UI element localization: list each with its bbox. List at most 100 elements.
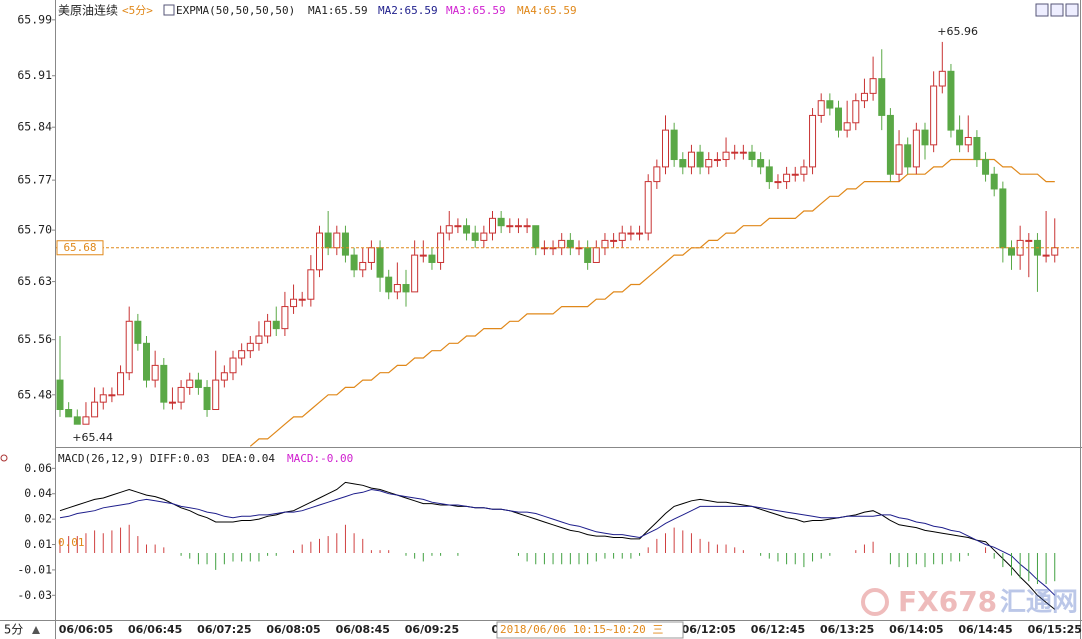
watermark-text: 汇通网 (1000, 588, 1078, 618)
candle-body (143, 342, 150, 381)
last-price-box (56, 240, 104, 256)
x-tick-label: 06/13:25 (820, 623, 874, 636)
candle-body (679, 159, 687, 168)
candle-body (757, 159, 765, 168)
candle-body (229, 357, 237, 374)
candle-body (566, 239, 574, 249)
candle-body (662, 129, 669, 168)
legend-entry: MACD:-0.00 (287, 452, 353, 465)
candle-body (670, 129, 678, 161)
candle-body (687, 151, 695, 168)
scroll-arrow[interactable] (32, 626, 40, 634)
legend-entry: MA2:65.59 (378, 4, 438, 17)
candle-body (636, 232, 644, 235)
candle-body (350, 254, 358, 271)
legend-entry: MA3:65.59 (446, 4, 506, 17)
x-tick-label: 06/12:05 (682, 623, 736, 636)
candle-body (359, 261, 367, 271)
period-button[interactable]: 5分 (4, 623, 23, 637)
chart-title: 美原油连续 (58, 3, 118, 18)
settings-icon[interactable] (0, 454, 8, 462)
annotation: +65.44 (72, 431, 113, 444)
candle-body (895, 144, 903, 175)
candle-body (316, 232, 323, 271)
candle-body (480, 232, 488, 241)
candle-body (393, 284, 401, 293)
candle-body (463, 225, 471, 234)
candle-body (168, 401, 176, 404)
last-price-label: 65.68 (63, 241, 96, 254)
candle-body (108, 394, 116, 397)
crosshair-box (496, 621, 684, 639)
y-tick-label: 0.01 (24, 537, 52, 551)
candle-body (878, 78, 886, 116)
y-tick-label: 65.91 (17, 68, 52, 82)
candle-body (514, 225, 522, 228)
candle-body (835, 107, 842, 131)
candle-body (82, 416, 90, 425)
candle-body (601, 239, 609, 249)
window-buttons[interactable] (1035, 3, 1079, 17)
candle-body (419, 254, 427, 257)
candle-body (644, 181, 652, 234)
candle-body (618, 232, 626, 241)
candle-body (186, 379, 194, 388)
y-tick-label: 0.04 (24, 486, 52, 500)
chart-subtitle: <5分> (122, 4, 153, 17)
watermark-text: FX678 (898, 585, 997, 618)
candle-body (696, 151, 704, 168)
candle-body (160, 364, 168, 403)
candle-body (212, 379, 220, 411)
button[interactable] (1050, 3, 1064, 17)
candle-body (1051, 247, 1059, 256)
chart-title: MACD(26,12,9) (58, 452, 144, 465)
candle-body (610, 239, 618, 242)
candle-body (860, 92, 868, 102)
candle-body (722, 151, 730, 161)
candle-body (627, 232, 635, 235)
button[interactable] (1065, 3, 1079, 17)
legend-entry: MA1:65.59 (308, 4, 368, 17)
candle-body (445, 225, 453, 234)
candle-body (428, 254, 436, 263)
y-tick-label: 0.02 (24, 512, 52, 526)
candle-body (982, 159, 990, 175)
candle-body (886, 114, 894, 175)
candle-body (826, 100, 834, 109)
candle-body (402, 284, 410, 293)
x-tick-label: 06/14:45 (958, 623, 1012, 636)
x-tick-label: 06/08:05 (266, 623, 320, 636)
candle-body (765, 166, 773, 183)
candle-body (817, 100, 825, 116)
legend-entry: MA4:65.59 (517, 4, 577, 17)
x-tick-label: 06/06:05 (59, 623, 113, 636)
candle-body (800, 166, 808, 175)
candle-body (298, 298, 306, 301)
candle-body (281, 306, 289, 330)
y-tick-label: 65.70 (17, 223, 52, 237)
candle-body (134, 320, 142, 344)
y-tick-label: 65.77 (17, 173, 52, 187)
candle-body (774, 181, 782, 184)
candle-body (385, 276, 393, 293)
candle-body (246, 342, 254, 352)
candle-body (938, 70, 946, 87)
candle-body (411, 254, 419, 293)
candle-body (324, 232, 332, 249)
y-tick-label: 65.56 (17, 332, 52, 346)
candle-body (220, 372, 228, 381)
candle-body (341, 232, 349, 256)
candle-body (532, 225, 540, 249)
candle-body (454, 225, 462, 228)
x-tick-label: 06/09:25 (405, 623, 459, 636)
candle-body (904, 144, 912, 168)
button[interactable] (1035, 3, 1049, 17)
candle-body (177, 386, 185, 403)
candle-body (956, 129, 964, 146)
candle-body (65, 409, 73, 418)
candle-body (592, 247, 600, 263)
candle-body (489, 217, 496, 234)
y-tick-label: 0.06 (24, 461, 52, 475)
